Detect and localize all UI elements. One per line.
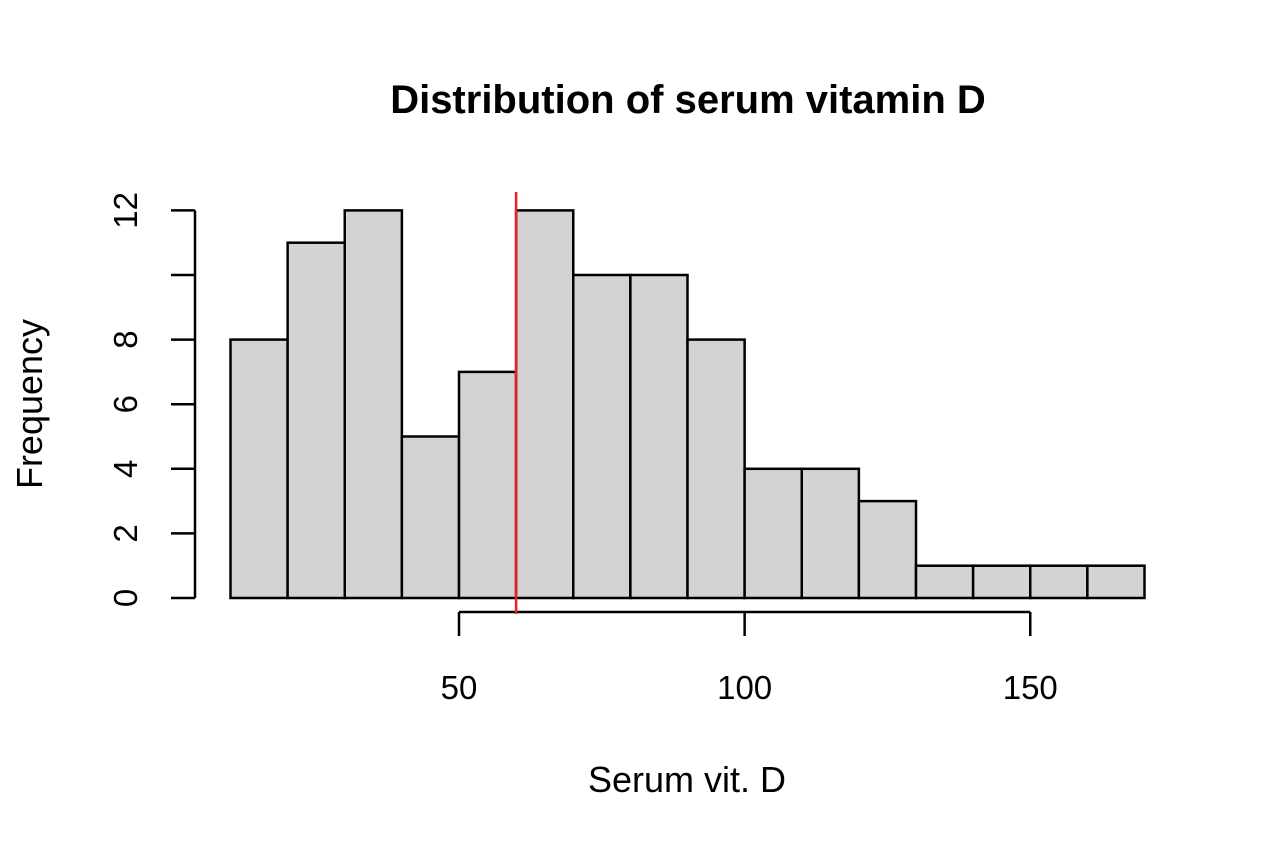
y-tick-label-8: 8 xyxy=(107,330,144,348)
histogram-bar-14 xyxy=(1029,564,1089,600)
histogram-bar-0 xyxy=(229,338,289,600)
y-axis: 0 2 4 6 8 12 xyxy=(107,192,197,607)
histogram-bar-1 xyxy=(286,241,346,600)
x-tick-label-150: 150 xyxy=(1003,669,1058,706)
histogram-bar-3 xyxy=(400,435,461,600)
histogram-bar-13 xyxy=(971,564,1032,600)
histogram-bar-2 xyxy=(343,209,404,600)
y-tick-label-6: 6 xyxy=(107,395,144,413)
bars-layer xyxy=(229,209,1146,600)
x-axis-title: Serum vit. D xyxy=(588,759,786,800)
x-tick-label-50: 50 xyxy=(441,669,478,706)
histogram-bar-5 xyxy=(514,209,575,600)
y-axis-title: Frequency xyxy=(9,319,50,489)
histogram-bar-10 xyxy=(800,467,861,600)
histogram-bar-15 xyxy=(1086,564,1146,600)
histogram-bar-8 xyxy=(686,338,746,600)
histogram-bar-6 xyxy=(572,273,632,600)
y-tick-label-2: 2 xyxy=(107,524,144,542)
y-tick-label-12: 12 xyxy=(107,192,144,229)
chart-title: Distribution of serum vitamin D xyxy=(390,78,986,122)
histogram-bar-7 xyxy=(629,273,689,600)
x-axis: 50 100 150 xyxy=(441,610,1058,706)
histogram-bar-11 xyxy=(857,499,918,600)
histogram-bar-12 xyxy=(914,564,975,600)
histogram-bar-4 xyxy=(457,370,518,600)
y-tick-label-4: 4 xyxy=(107,460,144,478)
y-tick-label-0: 0 xyxy=(107,589,144,607)
histogram-bar-9 xyxy=(743,467,803,600)
x-tick-label-100: 100 xyxy=(717,669,772,706)
